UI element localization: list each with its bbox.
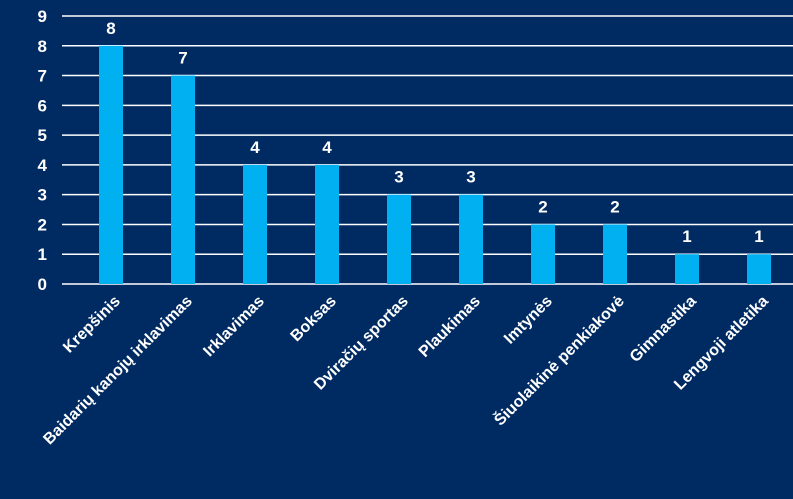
y-tick-label: 3 <box>38 186 47 205</box>
bar <box>603 224 627 284</box>
y-tick-label: 2 <box>38 215 47 234</box>
data-label: 2 <box>610 197 619 216</box>
data-label: 4 <box>250 138 260 157</box>
y-tick-label: 0 <box>38 275 47 294</box>
bar <box>387 194 411 284</box>
bar <box>315 164 339 284</box>
bar <box>99 45 123 285</box>
bars <box>99 45 771 285</box>
bar <box>459 194 483 284</box>
y-tick-label: 7 <box>38 67 47 86</box>
bar <box>531 224 555 284</box>
bar <box>675 254 699 284</box>
y-tick-label: 5 <box>38 126 47 145</box>
data-label: 8 <box>106 19 115 38</box>
data-label: 3 <box>466 168 475 187</box>
y-tick-label: 8 <box>38 37 47 56</box>
y-axis-tick-labels: 0 1 2 3 4 5 6 7 8 9 <box>38 7 48 294</box>
data-labels: 8 7 4 4 3 3 2 2 1 1 <box>106 19 763 246</box>
data-label: 1 <box>754 227 763 246</box>
y-tick-label: 1 <box>38 245 47 264</box>
y-tick-label: 6 <box>38 96 47 115</box>
bar <box>171 75 195 284</box>
y-tick-label: 9 <box>38 7 47 26</box>
bar <box>243 164 267 284</box>
data-label: 2 <box>538 197 547 216</box>
y-tick-label: 4 <box>38 156 48 175</box>
data-label: 7 <box>178 49 187 68</box>
bar <box>747 254 771 284</box>
data-label: 4 <box>322 138 332 157</box>
data-label: 3 <box>394 168 403 187</box>
data-label: 1 <box>682 227 691 246</box>
